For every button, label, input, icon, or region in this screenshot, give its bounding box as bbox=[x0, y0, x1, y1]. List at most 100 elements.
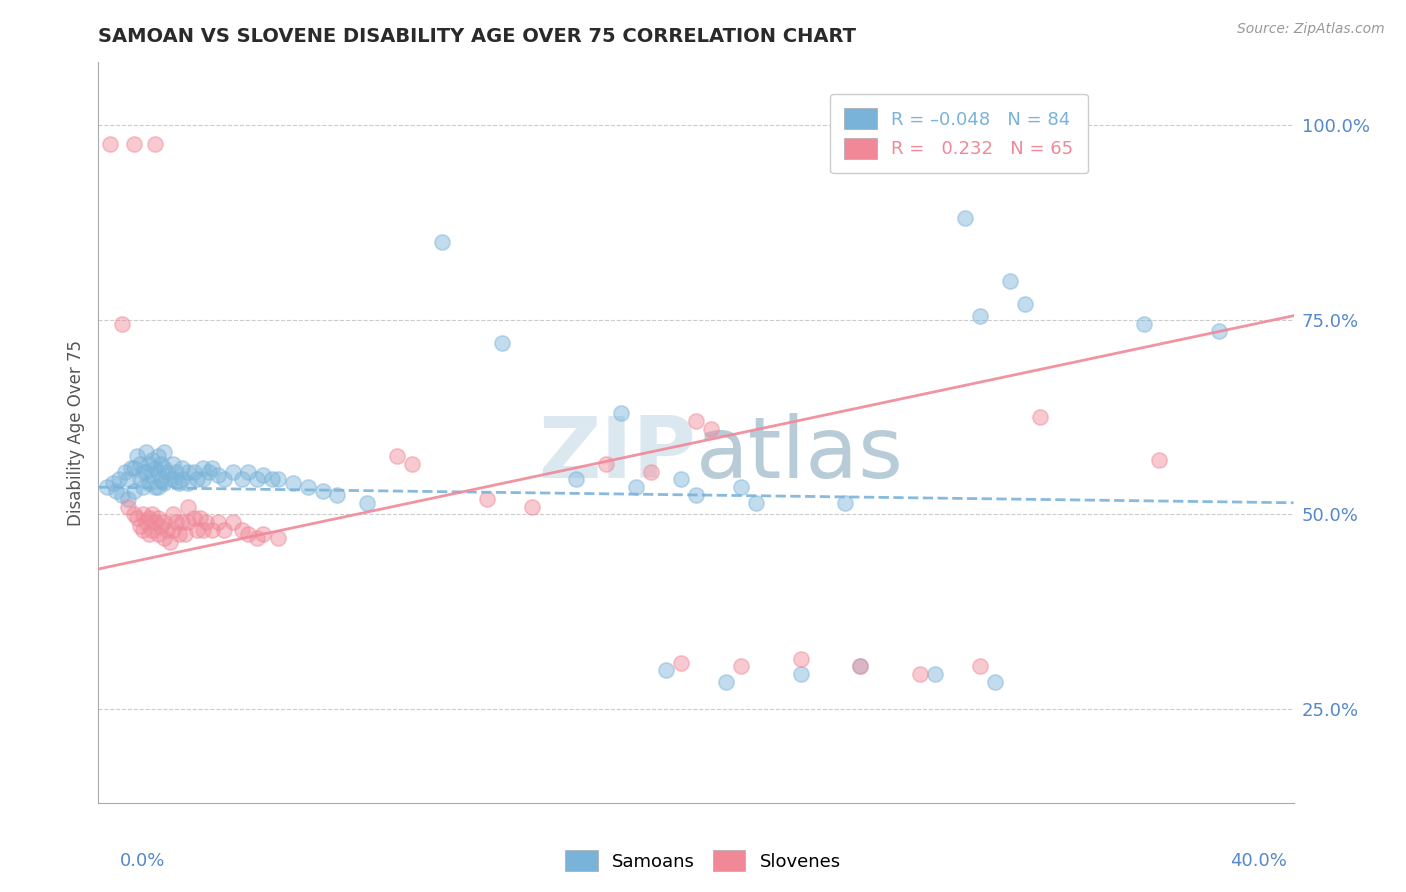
Point bbox=[1147, 453, 1170, 467]
Point bbox=[117, 500, 139, 514]
Point bbox=[430, 235, 453, 249]
Point bbox=[153, 515, 176, 529]
Text: Source: ZipAtlas.com: Source: ZipAtlas.com bbox=[1237, 22, 1385, 37]
Point bbox=[162, 523, 184, 537]
Point bbox=[105, 484, 128, 499]
Point bbox=[183, 465, 205, 479]
Point bbox=[267, 531, 290, 545]
Point bbox=[98, 137, 122, 152]
Point bbox=[141, 453, 163, 467]
Point bbox=[167, 476, 190, 491]
Point bbox=[969, 145, 991, 159]
Text: atlas: atlas bbox=[696, 413, 904, 496]
Point bbox=[195, 515, 218, 529]
Text: 40.0%: 40.0% bbox=[1230, 852, 1286, 870]
Point bbox=[565, 472, 588, 486]
Point bbox=[475, 491, 498, 506]
Point bbox=[1208, 324, 1230, 338]
Point bbox=[595, 457, 617, 471]
Point bbox=[252, 468, 274, 483]
Text: 0.0%: 0.0% bbox=[120, 852, 165, 870]
Point bbox=[143, 480, 166, 494]
Legend: Samoans, Slovenes: Samoans, Slovenes bbox=[558, 843, 848, 879]
Point bbox=[117, 472, 139, 486]
Point bbox=[730, 480, 752, 494]
Point bbox=[135, 465, 157, 479]
Point bbox=[159, 534, 181, 549]
Point bbox=[246, 531, 269, 545]
Point bbox=[207, 468, 229, 483]
Point bbox=[165, 515, 187, 529]
Point bbox=[281, 476, 304, 491]
Point bbox=[124, 484, 146, 499]
Point bbox=[984, 675, 1007, 690]
Point bbox=[385, 449, 409, 463]
Point bbox=[156, 465, 179, 479]
Point bbox=[124, 137, 146, 152]
Point bbox=[685, 414, 707, 428]
Point bbox=[177, 500, 200, 514]
Point bbox=[153, 445, 176, 459]
Point bbox=[177, 515, 200, 529]
Point bbox=[162, 457, 184, 471]
Point bbox=[297, 480, 319, 494]
Point bbox=[172, 460, 194, 475]
Point bbox=[236, 465, 259, 479]
Point bbox=[834, 496, 856, 510]
Point bbox=[111, 317, 134, 331]
Point bbox=[108, 472, 131, 486]
Point bbox=[111, 488, 134, 502]
Point bbox=[148, 511, 170, 525]
Point bbox=[849, 659, 872, 673]
Point bbox=[132, 523, 155, 537]
Point bbox=[191, 460, 214, 475]
Point bbox=[150, 519, 173, 533]
Point bbox=[714, 675, 737, 690]
Point bbox=[610, 406, 633, 420]
Point bbox=[150, 457, 173, 471]
Point bbox=[1014, 297, 1036, 311]
Point bbox=[120, 460, 142, 475]
Point bbox=[685, 488, 707, 502]
Point bbox=[103, 476, 125, 491]
Point bbox=[924, 667, 946, 681]
Point bbox=[745, 496, 768, 510]
Point bbox=[183, 511, 205, 525]
Point bbox=[143, 460, 166, 475]
Point bbox=[231, 472, 253, 486]
Point bbox=[148, 465, 170, 479]
Point bbox=[132, 465, 155, 479]
Point bbox=[789, 651, 811, 665]
Point bbox=[148, 527, 170, 541]
Point bbox=[156, 523, 179, 537]
Point bbox=[969, 659, 991, 673]
Point bbox=[174, 527, 197, 541]
Point bbox=[222, 515, 245, 529]
Point bbox=[998, 274, 1021, 288]
Text: ZIP: ZIP bbox=[538, 413, 696, 496]
Point bbox=[730, 659, 752, 673]
Point bbox=[127, 511, 149, 525]
Point bbox=[143, 515, 166, 529]
Point bbox=[188, 511, 211, 525]
Point bbox=[172, 472, 194, 486]
Point bbox=[231, 523, 253, 537]
Point bbox=[191, 472, 214, 486]
Point bbox=[186, 472, 208, 486]
Point bbox=[953, 211, 976, 226]
Point bbox=[640, 465, 662, 479]
Point bbox=[177, 465, 200, 479]
Point bbox=[135, 445, 157, 459]
Point bbox=[124, 508, 146, 522]
Point bbox=[114, 465, 136, 479]
Point bbox=[201, 460, 224, 475]
Point bbox=[138, 457, 160, 471]
Point bbox=[201, 523, 224, 537]
Point bbox=[172, 515, 194, 529]
Point bbox=[96, 480, 118, 494]
Point bbox=[626, 480, 648, 494]
Point bbox=[138, 511, 160, 525]
Point bbox=[969, 309, 991, 323]
Point bbox=[222, 465, 245, 479]
Point bbox=[212, 472, 235, 486]
